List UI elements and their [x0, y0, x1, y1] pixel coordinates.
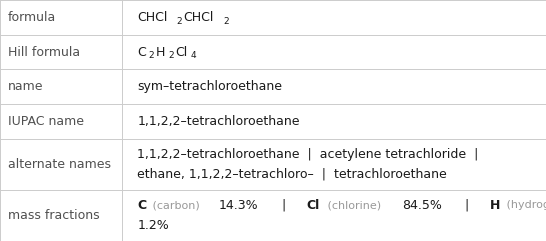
Text: (carbon): (carbon) — [149, 200, 203, 210]
Text: 2: 2 — [168, 51, 174, 60]
Text: Hill formula: Hill formula — [8, 46, 80, 59]
Text: (hydrogen): (hydrogen) — [503, 200, 546, 210]
Text: Cl: Cl — [307, 199, 320, 212]
Text: name: name — [8, 80, 44, 93]
Text: alternate names: alternate names — [8, 158, 111, 171]
Text: (chlorine): (chlorine) — [324, 200, 384, 210]
Text: |: | — [270, 199, 299, 212]
Text: 1,1,2,2–tetrachloroethane  |  acetylene tetrachloride  |: 1,1,2,2–tetrachloroethane | acetylene te… — [137, 148, 479, 161]
Text: CHCl: CHCl — [137, 11, 168, 24]
Text: C: C — [137, 199, 146, 212]
Text: 2: 2 — [176, 17, 182, 26]
Text: H: H — [156, 46, 165, 59]
Text: 2: 2 — [149, 51, 154, 60]
Text: CHCl: CHCl — [184, 11, 214, 24]
Text: 1,1,2,2–tetrachloroethane: 1,1,2,2–tetrachloroethane — [137, 115, 300, 128]
Text: 2: 2 — [223, 17, 229, 26]
Text: 14.3%: 14.3% — [219, 199, 259, 212]
Text: IUPAC name: IUPAC name — [8, 115, 84, 128]
Text: formula: formula — [8, 11, 56, 24]
Text: sym–tetrachloroethane: sym–tetrachloroethane — [137, 80, 282, 93]
Text: ethane, 1,1,2,2–tetrachloro–  |  tetrachloroethane: ethane, 1,1,2,2–tetrachloro– | tetrachlo… — [137, 167, 447, 180]
Text: mass fractions: mass fractions — [8, 209, 100, 222]
Text: Cl: Cl — [175, 46, 187, 59]
Text: 4: 4 — [191, 51, 197, 60]
Text: H: H — [490, 199, 500, 212]
Text: 1.2%: 1.2% — [137, 219, 169, 232]
Text: |: | — [453, 199, 482, 212]
Text: 84.5%: 84.5% — [402, 199, 442, 212]
Text: C: C — [137, 46, 146, 59]
